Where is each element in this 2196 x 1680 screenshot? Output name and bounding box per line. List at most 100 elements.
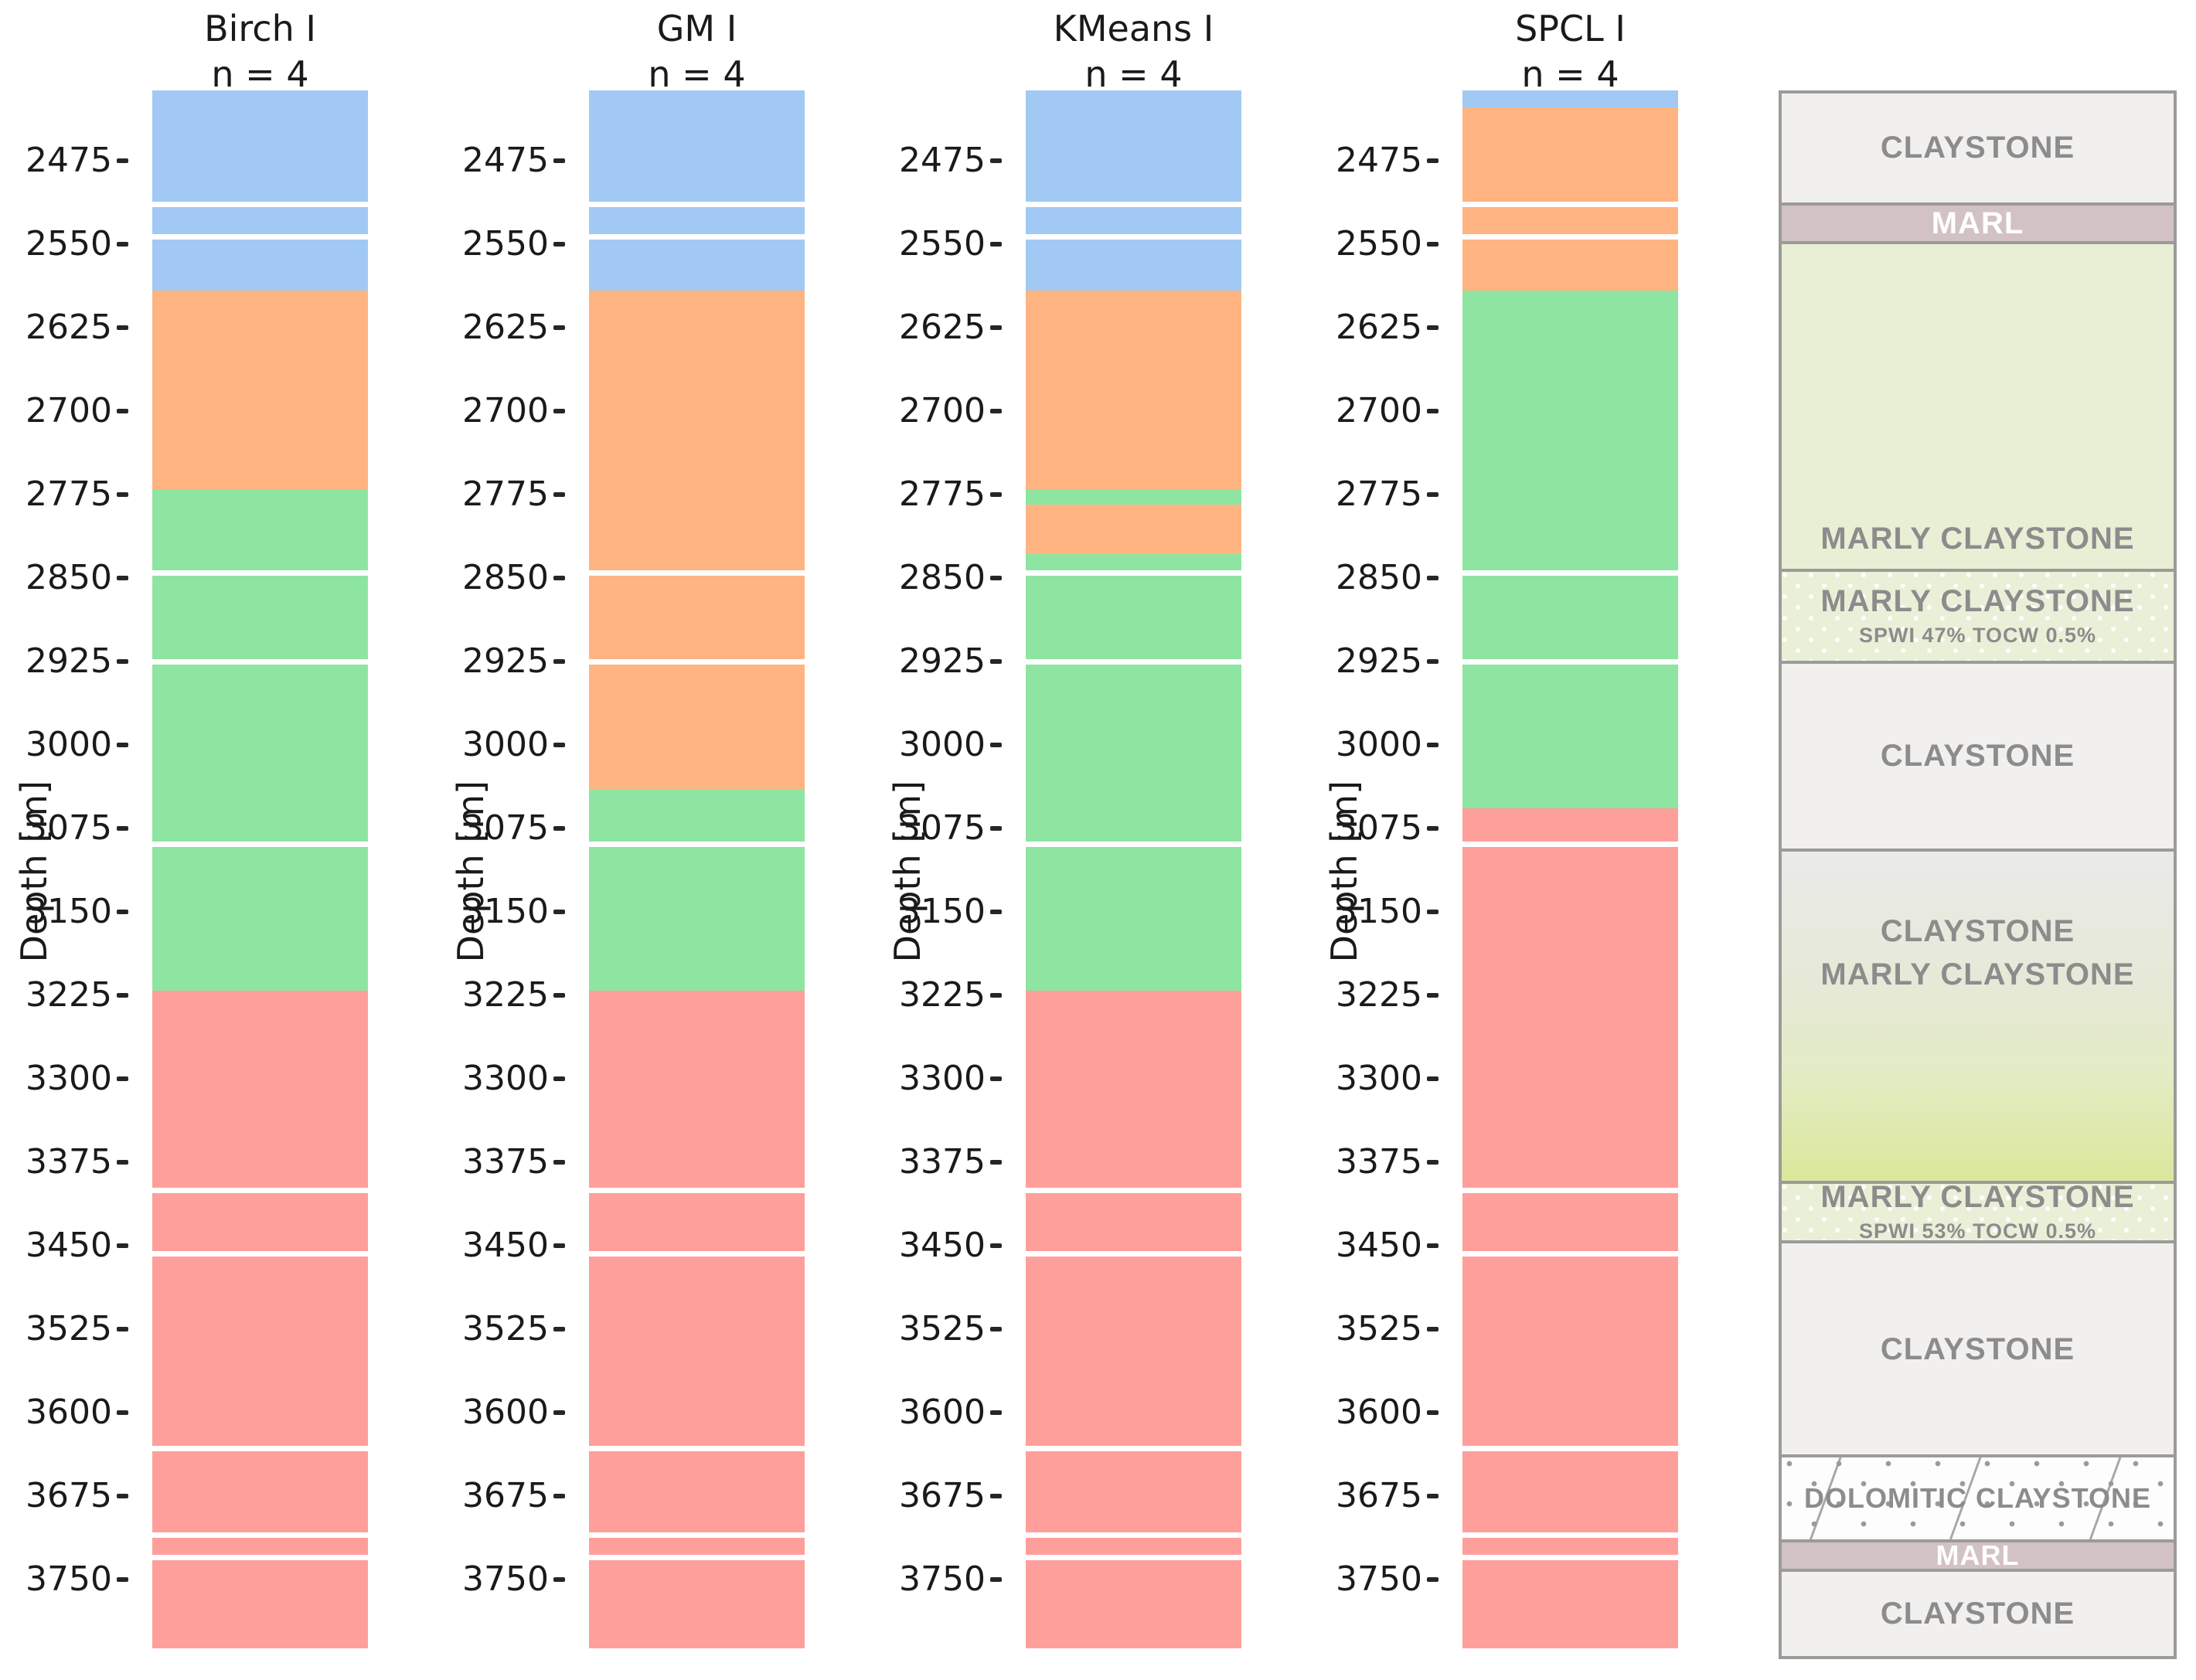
- depth-tick-label: 3675: [1336, 1475, 1422, 1515]
- depth-tick-label: 3450: [462, 1225, 549, 1265]
- depth-tick-label: 3375: [26, 1141, 112, 1182]
- data-gap: [1026, 1555, 1241, 1561]
- depth-tick-label: 3225: [26, 974, 112, 1015]
- cluster-segment-c1: [152, 291, 368, 489]
- legend-section-sublabel: SPWI 53% TOCW 0.5%: [1858, 1219, 2097, 1243]
- legend-section-label: DOLOMITIC CLAYSTONE: [1803, 1482, 2152, 1515]
- depth-tick-mark: [553, 1326, 565, 1331]
- depth-tick-mark: [1427, 408, 1438, 413]
- data-gap: [152, 1187, 368, 1194]
- depth-tick-mark: [1427, 825, 1438, 831]
- depth-tick-mark: [1427, 1493, 1438, 1498]
- depth-tick-label: 3300: [899, 1058, 986, 1098]
- data-gap: [152, 570, 368, 576]
- cluster-segment-c0: [1026, 90, 1241, 291]
- cluster-segment-c3: [152, 990, 368, 1648]
- cluster-segment-c3: [1462, 808, 1678, 1648]
- legend-section-claystone-4: CLAYSTONE: [1782, 661, 2174, 849]
- legend-section-marl-9: MARL: [1782, 1539, 2174, 1569]
- depth-tick-mark: [990, 1493, 1002, 1498]
- depth-tick-label: 3075: [899, 808, 986, 848]
- depth-tick-label: 3150: [899, 891, 986, 931]
- depth-tick-label: 3225: [1336, 974, 1422, 1015]
- depth-tick-mark: [117, 1576, 128, 1582]
- data-gap: [1462, 202, 1678, 208]
- depth-tick-label: 2850: [462, 557, 549, 597]
- cluster-segment-c1: [1026, 504, 1241, 555]
- cluster-segment-c0: [1462, 90, 1678, 107]
- depth-tick-label: 3450: [1336, 1225, 1422, 1265]
- data-gap: [1026, 233, 1241, 240]
- depth-tick-mark: [1427, 1076, 1438, 1081]
- legend-section-marly-claystone-2: MARLY CLAYSTONE: [1782, 240, 2174, 570]
- depth-tick-label: 2475: [26, 140, 112, 180]
- depth-tick-mark: [1427, 1576, 1438, 1582]
- depth-tick-label: 2925: [462, 641, 549, 681]
- data-gap: [1462, 1555, 1678, 1561]
- legend-section-claystone-7: CLAYSTONE: [1782, 1240, 2174, 1454]
- legend-section-marl-1: MARL: [1782, 202, 2174, 241]
- depth-tick-label: 3300: [1336, 1058, 1422, 1098]
- depth-tick-label: 2550: [899, 223, 986, 264]
- data-gap: [152, 233, 368, 240]
- depth-tick-mark: [1427, 909, 1438, 914]
- depth-tick-label: 2625: [1336, 307, 1422, 347]
- depth-tick-mark: [117, 325, 128, 330]
- depth-tick-label: 2700: [1336, 390, 1422, 430]
- depth-tick-mark: [990, 909, 1002, 914]
- depth-tick-mark: [553, 825, 565, 831]
- data-gap: [1026, 658, 1241, 665]
- depth-tick-label: 3225: [462, 974, 549, 1015]
- legend-section-label: CLAYSTONE: [1880, 739, 2075, 774]
- depth-tick-label: 3225: [899, 974, 986, 1015]
- cluster-segment-c2: [1462, 291, 1678, 808]
- legend-section-label: MARLY CLAYSTONE: [1820, 1180, 2135, 1214]
- depth-tick-mark: [553, 1243, 565, 1248]
- depth-tick-label: 3000: [462, 724, 549, 764]
- depth-tick-mark: [990, 408, 1002, 413]
- cluster-segment-c2: [1026, 488, 1241, 505]
- depth-tick-label: 2700: [462, 390, 549, 430]
- depth-tick-label: 3675: [26, 1475, 112, 1515]
- legend-section-label: MARL: [1931, 206, 2024, 240]
- cluster-segment-c3: [589, 990, 805, 1648]
- depth-tick-label: 3000: [899, 724, 986, 764]
- data-gap: [1462, 233, 1678, 240]
- depth-tick-mark: [1427, 1243, 1438, 1248]
- depth-tick-label: 2775: [1336, 474, 1422, 514]
- depth-tick-label: 3375: [899, 1141, 986, 1182]
- depth-tick-mark: [1427, 241, 1438, 247]
- depth-tick-label: 3300: [26, 1058, 112, 1098]
- data-gap: [152, 1250, 368, 1257]
- legend-section-label: CLAYSTONE: [1880, 913, 2075, 948]
- cluster-segment-c2: [152, 488, 368, 991]
- depth-tick-label: 3675: [899, 1475, 986, 1515]
- depth-tick-label: 3750: [1336, 1559, 1422, 1599]
- data-gap: [152, 1532, 368, 1539]
- depth-tick-mark: [990, 742, 1002, 747]
- depth-tick-mark: [1427, 325, 1438, 330]
- depth-tick-mark: [553, 491, 565, 497]
- depth-tick-label: 3000: [26, 724, 112, 764]
- depth-tick-label: 3750: [462, 1559, 549, 1599]
- cluster-segment-c2: [1026, 554, 1241, 991]
- data-gap: [1462, 1532, 1678, 1539]
- data-gap: [1026, 1187, 1241, 1194]
- depth-tick-mark: [1427, 658, 1438, 664]
- data-gap: [1026, 1445, 1241, 1452]
- data-gap: [1026, 570, 1241, 576]
- depth-tick-mark: [117, 1326, 128, 1331]
- depth-tick-mark: [1427, 1326, 1438, 1331]
- data-gap: [589, 842, 805, 848]
- legend-section-claystone-5: CLAYSTONE MARLY CLAYSTONE: [1782, 848, 2174, 1181]
- data-gap: [1462, 842, 1678, 848]
- depth-tick-mark: [553, 158, 565, 163]
- depth-tick-label: 2550: [462, 223, 549, 264]
- depth-tick-label: 3675: [462, 1475, 549, 1515]
- depth-tick-mark: [553, 1076, 565, 1081]
- data-gap: [152, 658, 368, 665]
- cluster-segment-c1: [1462, 107, 1678, 291]
- data-gap: [152, 1555, 368, 1561]
- legend-section-label-line2: MARLY CLAYSTONE: [1820, 957, 2135, 991]
- depth-tick-label: 3525: [899, 1308, 986, 1348]
